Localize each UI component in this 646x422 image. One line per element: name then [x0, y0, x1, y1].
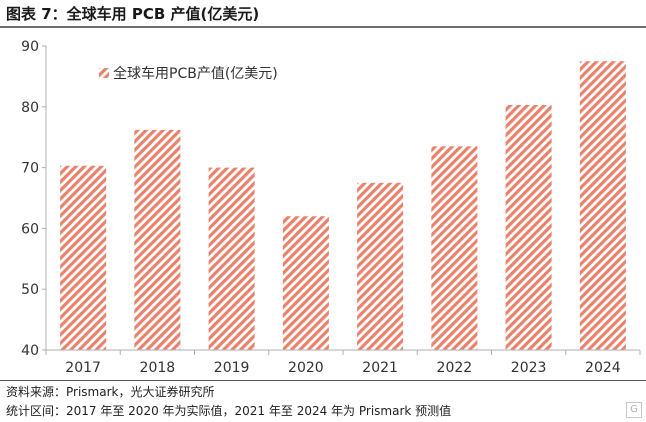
x-tick-label: 2024	[585, 360, 621, 376]
y-tick-label: 90	[21, 39, 39, 55]
x-tick-label: 2017	[65, 360, 101, 376]
chart-canvas: 40 50 60 70 80 90 2017 2018 2019 2020 2021 2022 2023…	[21, 39, 641, 376]
bar	[431, 146, 478, 350]
title-divider	[0, 26, 646, 28]
legend-label: 全球车用PCB产值(亿美元)	[113, 65, 278, 82]
figure-title: 图表 7：全球车用 PCB 产值(亿美元)	[6, 5, 260, 23]
bar	[208, 167, 255, 350]
y-tick-label: 60	[21, 221, 39, 237]
chart-bottom-divider	[0, 380, 646, 381]
range-note: 统计区间：2017 年至 2020 年为实际值，2021 年至 2024 年为 …	[6, 404, 452, 418]
y-tick-label: 70	[21, 161, 39, 177]
x-tick-label: 2023	[511, 360, 547, 376]
y-tick-label: 40	[21, 343, 39, 359]
x-tick-label: 2018	[140, 360, 176, 376]
legend-swatch	[99, 68, 109, 78]
source-note: 资料来源：Prismark，光大证券研究所	[6, 385, 215, 399]
bar-chart: 40 50 60 70 80 90 2017 2018 2019 2020 2021 2022 2023…	[0, 28, 646, 380]
y-tick-label: 50	[21, 282, 39, 298]
x-tick-label: 2019	[214, 360, 250, 376]
y-tick-label: 80	[21, 100, 39, 116]
watermark-logo-icon: G	[626, 402, 642, 418]
bar	[60, 165, 107, 350]
bar	[357, 182, 404, 350]
bar	[505, 104, 552, 350]
x-tick-label: 2022	[437, 360, 473, 376]
bar	[282, 216, 329, 350]
bar	[579, 61, 626, 350]
x-tick-label: 2020	[288, 360, 324, 376]
x-tick-label: 2021	[362, 360, 398, 376]
bar	[134, 129, 181, 350]
